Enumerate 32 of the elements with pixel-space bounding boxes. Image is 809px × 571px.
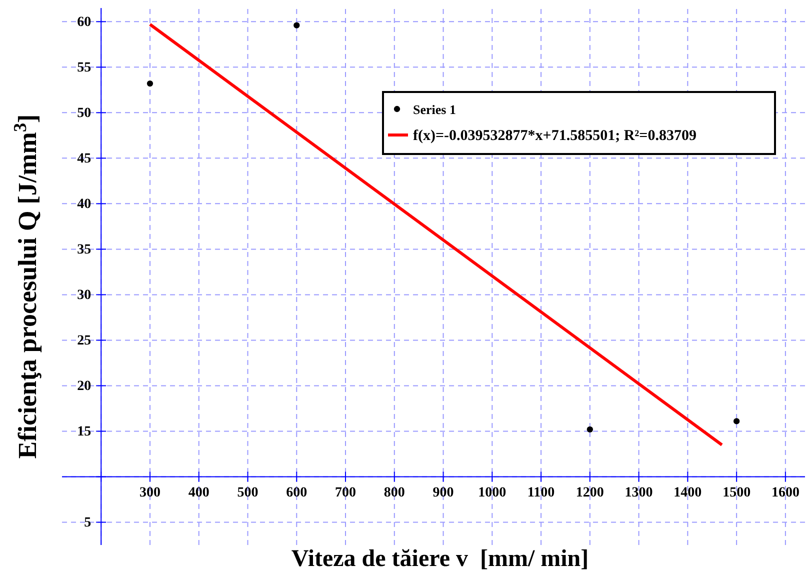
x-axis-title: Viteza de tăiere v [mm/ min]: [291, 546, 589, 571]
point: [294, 22, 300, 28]
legend-label: Series 1: [413, 102, 456, 117]
point: [146, 80, 154, 87]
x-tick-label: 400: [188, 486, 210, 501]
point: [586, 426, 594, 432]
y-tick-label: 25: [77, 334, 92, 349]
x-tick-label: 800: [384, 486, 405, 501]
x-tick-label: 1500: [722, 486, 751, 501]
y-tick-label: 45: [77, 152, 92, 167]
y-tick-label: 5: [84, 516, 92, 531]
x-tick-label: 1200: [576, 486, 604, 501]
x-tick-label: 1600: [771, 486, 800, 501]
x-tick-label: 500: [237, 486, 258, 501]
y-tick-label: 20: [77, 379, 92, 394]
x-tick-label: 1100: [527, 486, 555, 501]
x-tick-label: 700: [335, 486, 356, 501]
x-tick-label: 1000: [478, 486, 506, 501]
x-tick-label: 1300: [624, 486, 653, 501]
y-tick-label: 55: [77, 60, 92, 76]
y-tick-label: 30: [77, 288, 92, 304]
y-tick-label: 50: [77, 106, 92, 122]
y-tick-label: 60: [77, 15, 92, 30]
legend-label: f(x)=-0.039532877*x+71.585501; R²=0.83709: [413, 128, 696, 144]
y-tick-label: 15: [77, 424, 92, 440]
y-tick-label: 40: [77, 197, 92, 212]
x-tick-label: 1400: [674, 486, 702, 501]
x-tick-label: 900: [432, 486, 454, 501]
x-tick-label: 600: [286, 486, 308, 501]
x-tick-label: 300: [139, 486, 160, 501]
y-tick-label: 35: [77, 242, 92, 258]
point: [733, 418, 740, 424]
